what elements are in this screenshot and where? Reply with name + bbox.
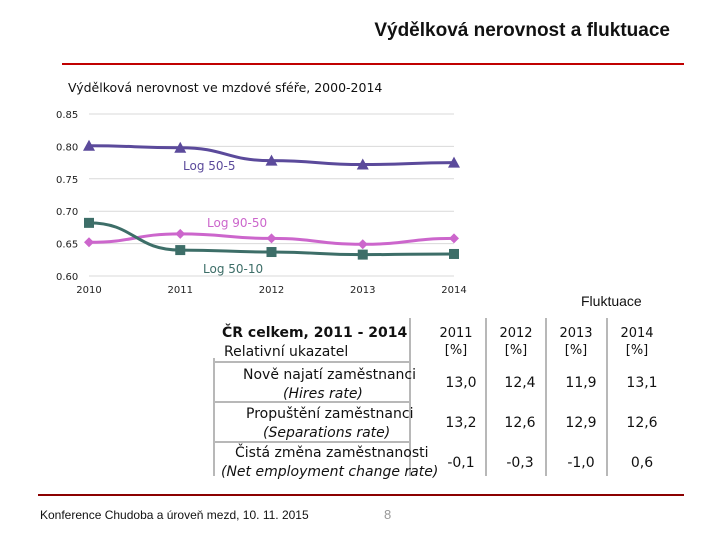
table-indicator-header: Relativní ukazatel [224,344,349,360]
table-divider [409,318,411,476]
year-header-2014: 2014 [%] [620,326,654,358]
table-cell: 12,6 [626,415,658,431]
data-point [449,233,459,244]
row-sublabel: (Net employment change rate) [221,464,439,480]
year-header-2013: 2013 [%] [559,326,593,358]
data-point [356,158,369,170]
slide-title: Výdělková nerovnost a fluktuace [374,20,670,41]
table-divider [606,318,608,476]
row-label: Propuštění zaměstnanci [246,406,414,422]
data-point [84,237,94,248]
table-divider [213,401,409,403]
data-point [84,217,94,228]
data-point [265,154,278,166]
series-label: Log 90-50 [207,216,267,230]
chart-title: Výdělková nerovnost ve mzdové sféře, 200… [68,80,383,95]
row-label: Nově najatí zaměstnanci [243,367,417,383]
table-divider [485,318,487,476]
data-point [175,245,186,256]
data-point [174,141,187,153]
data-point [175,228,186,239]
row-sublabel: (Separations rate) [263,425,391,441]
inequality-line-chart: 0.60 0.65 0.70 0.75 0.80 0.85 2010 2011 2012 2013… [56,110,467,296]
data-point [449,248,459,259]
data-point [357,249,368,260]
data-point [357,239,368,250]
table-cell: 13,2 [445,415,477,431]
fluctuation-table: ČR celkem, 2011 - 2014 Relativní ukazate… [213,318,683,488]
table-cell: 12,9 [565,415,597,431]
title-rule [62,63,684,65]
x-tick-label: 2012 [259,285,284,296]
table-cell: -0,3 [506,455,534,471]
table-divider [213,441,409,443]
table-divider [213,358,215,476]
page-number: 8 [384,507,392,522]
series-label: Log 50-5 [183,159,235,173]
year-header-2011: 2011 [%] [439,326,473,358]
data-point [448,156,460,168]
y-tick-label: 0.65 [56,240,78,251]
y-tick-label: 0.80 [56,142,78,153]
data-point [83,139,95,151]
series-label: Log 50-10 [203,262,263,276]
x-tick-label: 2011 [168,285,193,296]
y-tick-label: 0.70 [56,207,78,218]
x-tick-label: 2014 [441,285,466,296]
x-tick-label: 2013 [350,285,375,296]
y-tick-label: 0.85 [56,110,78,121]
table-cell: -0,1 [447,455,475,471]
fluctuation-label: Fluktuace [581,293,642,309]
table-cell: 13,1 [626,375,658,391]
footer-rule [38,494,684,496]
table-divider [213,361,409,363]
row-label: Čistá změna zaměstnanosti [235,445,429,461]
table-cell: 13,0 [445,375,477,391]
x-tick-label: 2010 [76,285,101,296]
footer-text: Konference Chudoba a úroveň mezd, 10. 11… [40,508,309,522]
data-point [266,247,277,258]
data-point [266,233,277,244]
table-cell: 12,6 [504,415,536,431]
y-tick-label: 0.60 [56,272,78,283]
table-region-title: ČR celkem, 2011 - 2014 [222,325,408,341]
table-cell: 12,4 [504,375,536,391]
row-sublabel: (Hires rate) [283,386,363,402]
table-divider [545,318,547,476]
table-cell: 0,6 [630,455,654,471]
table-cell: 11,9 [565,375,597,391]
y-tick-label: 0.75 [56,175,78,186]
year-header-2012: 2012 [%] [499,326,533,358]
table-cell: -1,0 [567,455,595,471]
